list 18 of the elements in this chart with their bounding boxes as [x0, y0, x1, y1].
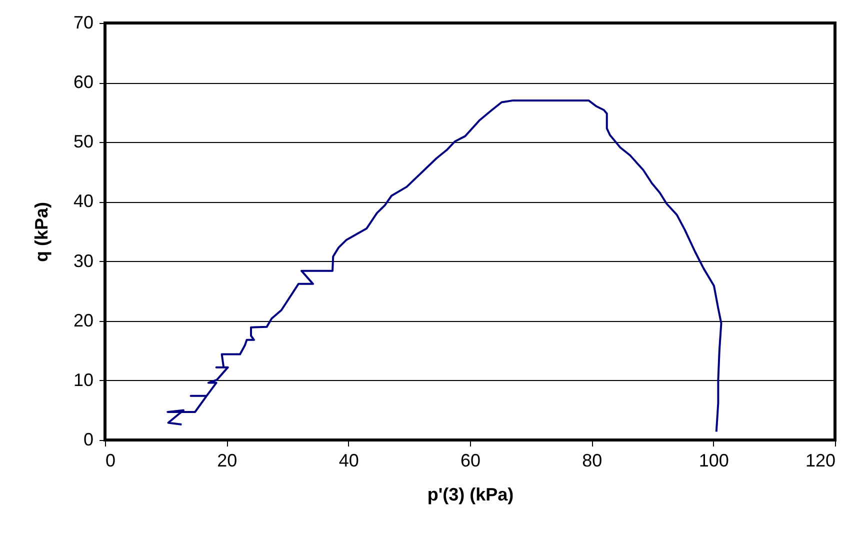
y-axis-title: q (kPa) [31, 202, 52, 262]
x-axis-title: p'(3) (kPa) [427, 484, 514, 504]
y-tick-label: 40 [73, 191, 94, 212]
y-tick-label: 10 [73, 370, 94, 390]
line-series [166, 99, 722, 433]
x-tick-label: 20 [217, 450, 238, 470]
x-tick-label: 0 [106, 450, 116, 470]
x-tick-label: 120 [805, 450, 836, 470]
y-tick-label: 20 [73, 310, 94, 330]
y-tick-label: 30 [73, 250, 94, 271]
y-tick-label: 70 [73, 12, 94, 32]
y-tick-label: 60 [73, 72, 94, 92]
x-tick-label: 40 [338, 450, 359, 470]
x-tick-label: 80 [582, 450, 602, 470]
y-tick-label: 0 [83, 430, 94, 450]
x-tick-label: 60 [460, 450, 481, 470]
y-tick-label: 50 [73, 132, 94, 152]
x-tick-label: 100 [698, 450, 729, 470]
